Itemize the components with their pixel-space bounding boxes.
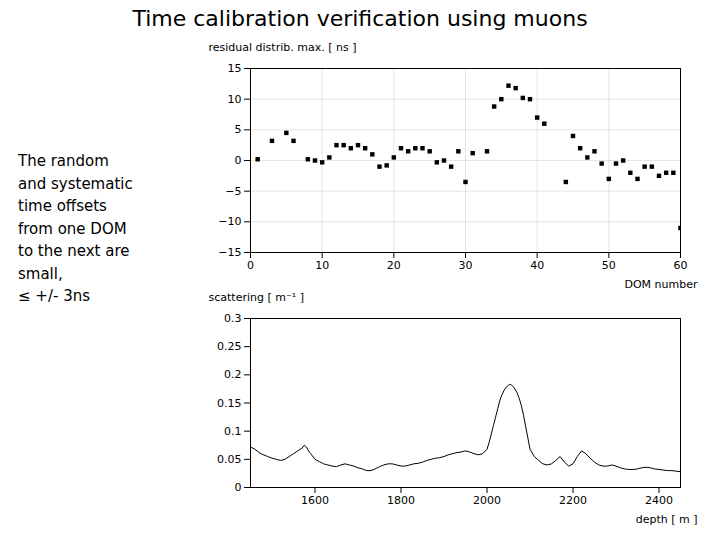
svg-text:2000: 2000 <box>473 494 501 507</box>
svg-text:0.2: 0.2 <box>224 368 242 381</box>
svg-text:2400: 2400 <box>645 494 673 507</box>
svg-text:0.25: 0.25 <box>217 340 242 353</box>
svg-text:60: 60 <box>674 259 688 272</box>
svg-text:0: 0 <box>235 481 242 494</box>
svg-text:15: 15 <box>228 62 242 75</box>
html-text:The random and systematic time: The random and systematic time offsets f… <box>18 152 133 305</box>
svg-text:20: 20 <box>387 259 401 272</box>
svg-text:scattering [ m⁻¹ ]: scattering [ m⁻¹ ] <box>209 291 304 304</box>
html-text:Time calibration verification: Time calibration verification using muon… <box>132 6 588 31</box>
svg-text:40: 40 <box>530 259 544 272</box>
svg-text:1800: 1800 <box>387 494 415 507</box>
svg-text:10: 10 <box>228 93 242 106</box>
svg-text:0.1: 0.1 <box>224 425 242 438</box>
svg-text:30: 30 <box>459 259 473 272</box>
svg-text:5: 5 <box>235 123 242 136</box>
svg-text:−10: −10 <box>218 215 241 228</box>
svg-text:0.3: 0.3 <box>224 312 242 325</box>
svg-text:2200: 2200 <box>559 494 587 507</box>
svg-text:depth [ m ]: depth [ m ] <box>636 513 698 526</box>
svg-text:0.05: 0.05 <box>217 453 242 466</box>
svg-text:1600: 1600 <box>301 494 329 507</box>
svg-text:residual distrib. max. [ ns ]: residual distrib. max. [ ns ] <box>209 41 357 54</box>
svg-text:0.15: 0.15 <box>217 397 242 410</box>
svg-text:−5: −5 <box>225 185 241 198</box>
svg-text:0: 0 <box>247 259 254 272</box>
svg-text:0: 0 <box>235 154 242 167</box>
svg-text:−15: −15 <box>218 246 241 259</box>
svg-text:10: 10 <box>315 259 329 272</box>
svg-text:DOM number: DOM number <box>624 278 698 291</box>
svg-text:50: 50 <box>602 259 616 272</box>
